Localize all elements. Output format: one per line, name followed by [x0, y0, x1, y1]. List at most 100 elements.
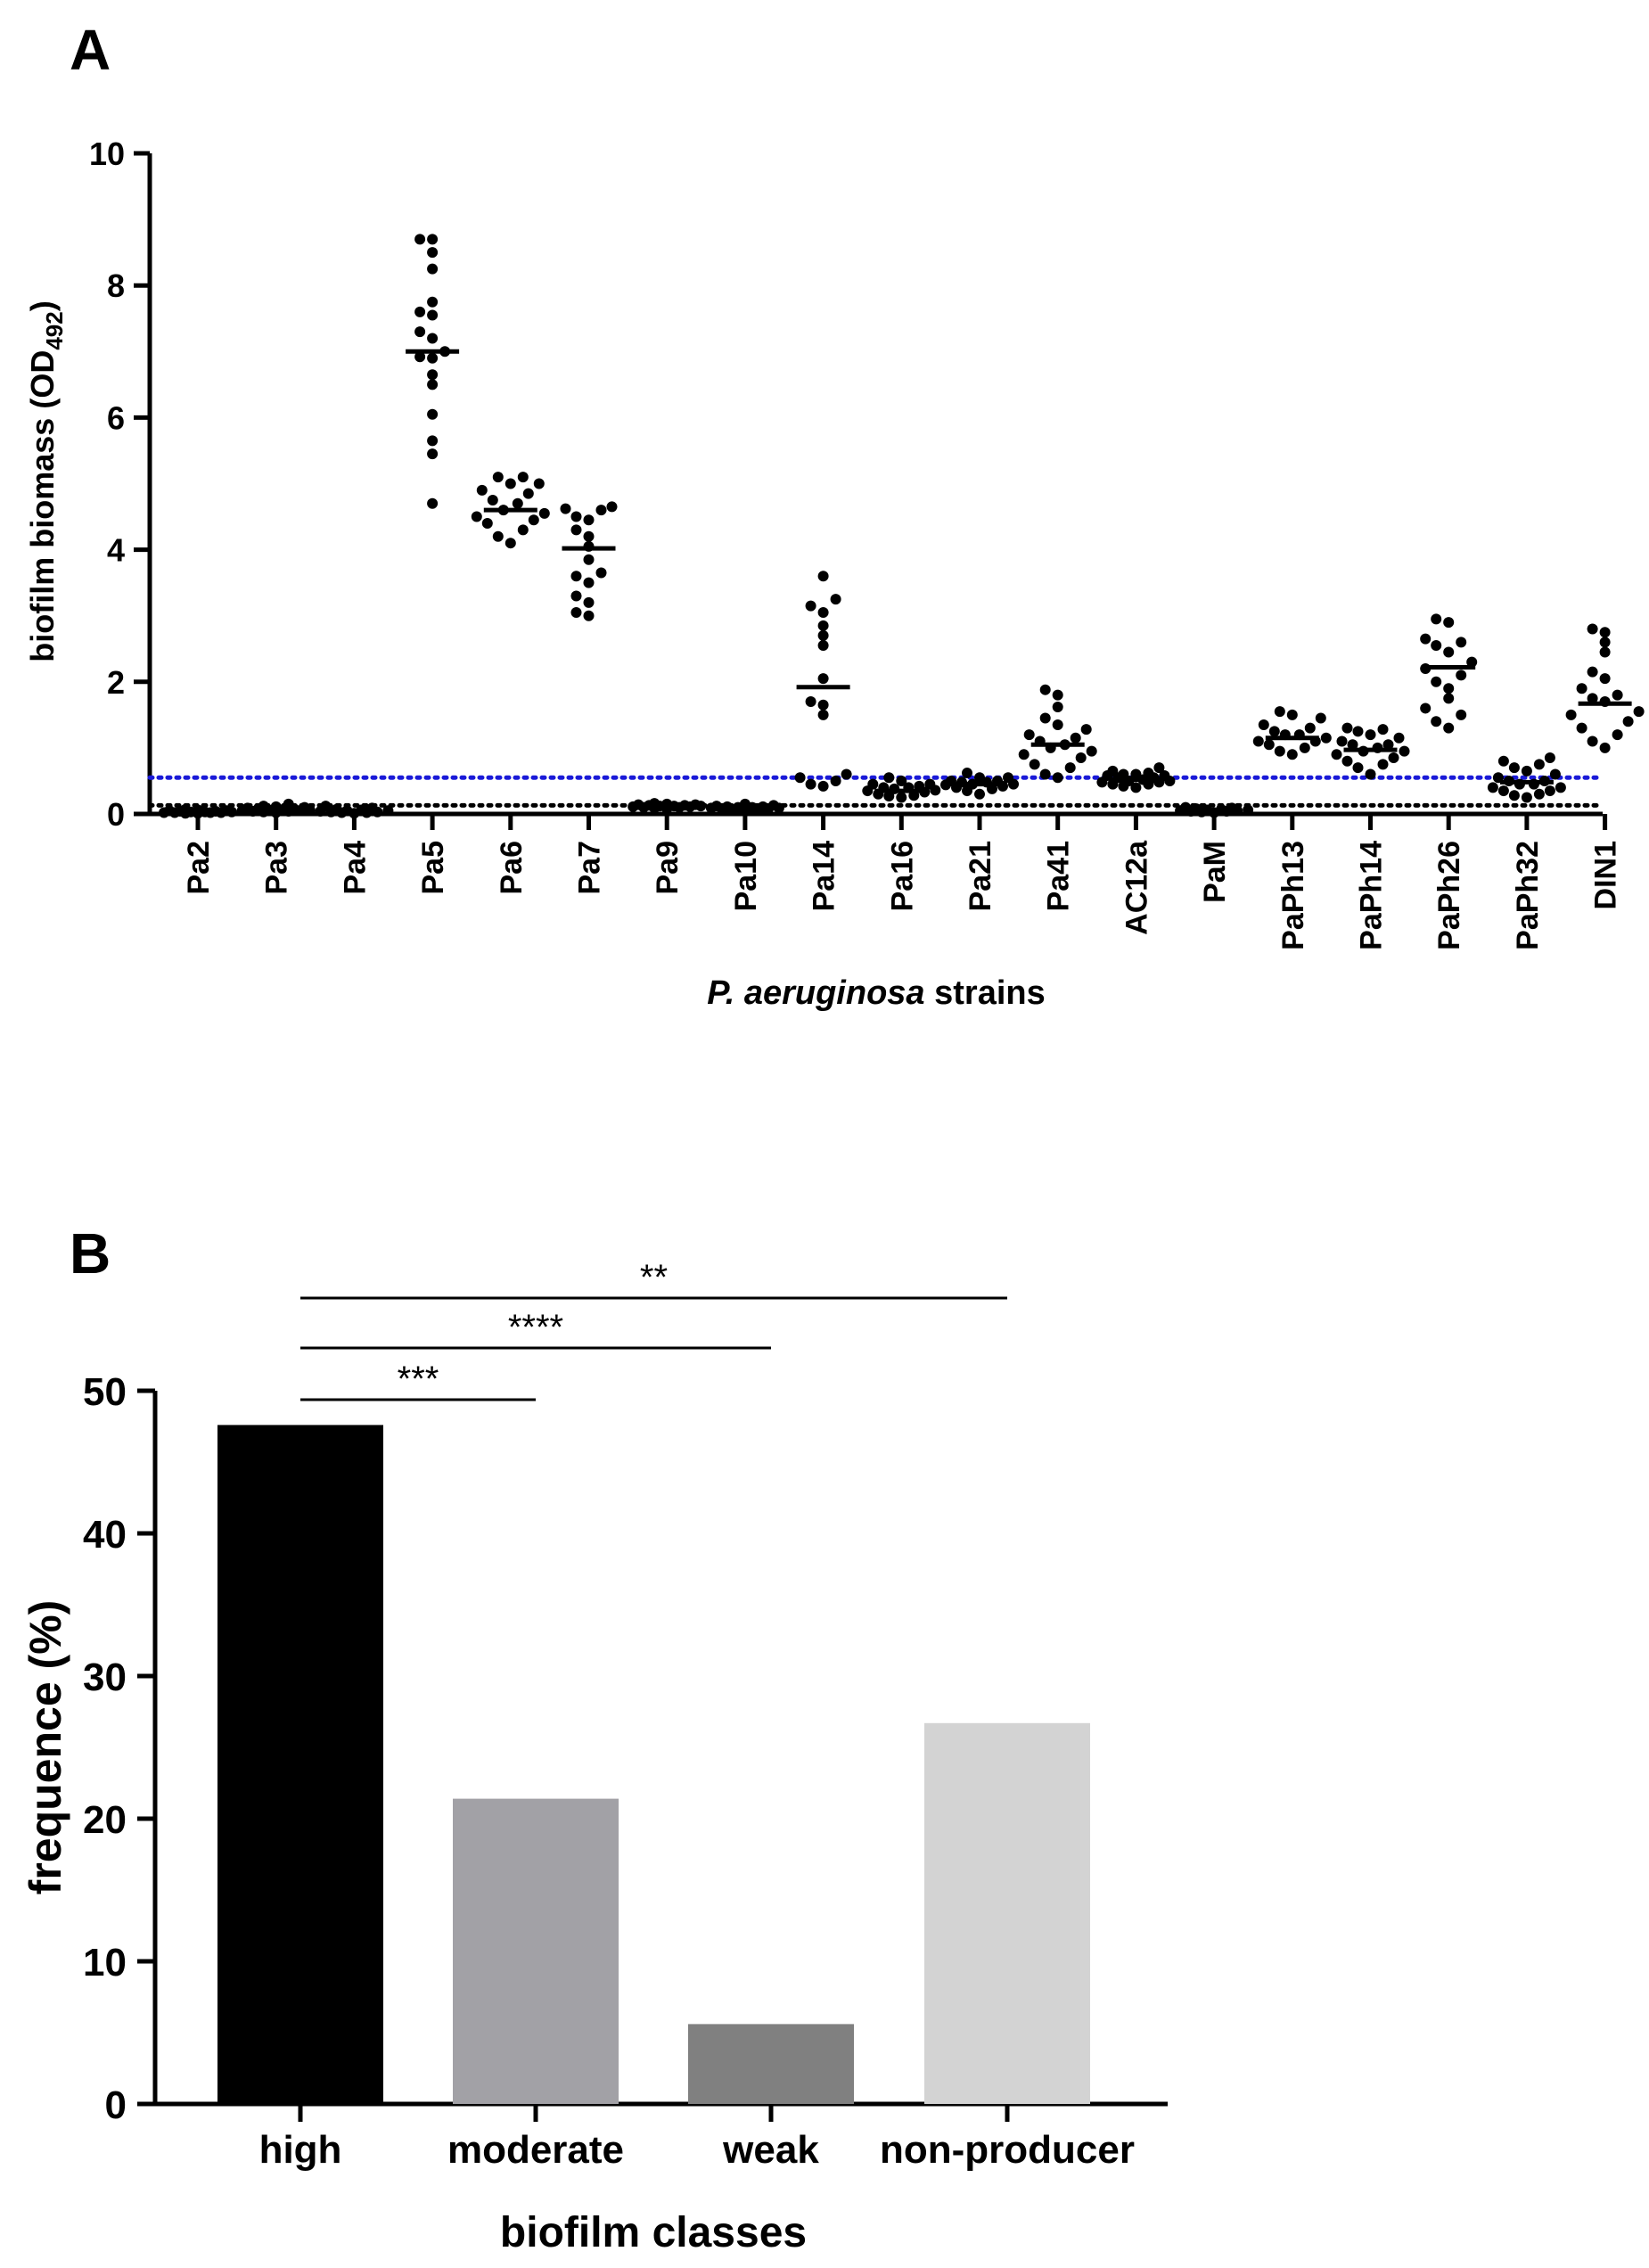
data-point-Pa14 [830, 594, 841, 605]
data-point-Pa5 [414, 234, 426, 245]
data-point-PaPh13 [1252, 735, 1264, 747]
data-point-DIN1 [1576, 683, 1587, 694]
data-point-Pa21 [962, 768, 972, 779]
data-point-AC12a [1107, 765, 1119, 777]
data-point-Pa7 [583, 554, 595, 565]
data-point-PaPh14 [1352, 762, 1364, 774]
data-point-Pa7 [570, 571, 582, 582]
data-point-Pa5 [427, 333, 439, 344]
data-point-Pa7 [595, 567, 607, 579]
data-point-DIN1 [1599, 742, 1611, 753]
data-point-Pa5 [427, 497, 439, 509]
data-point-Pa41 [1075, 752, 1087, 764]
panel-a-x-ticks: Pa2 Pa3 Pa4 Pa5 Pa6 Pa7 Pa9 Pa10 Pa14 Pa16 Pa21 Pa4… [182, 814, 1623, 950]
bar-weak [688, 2024, 854, 2104]
x-tick-label: Pa16 [885, 841, 919, 911]
data-point-Pa5 [427, 296, 439, 308]
data-point-Pa5 [414, 351, 426, 363]
data-point-Pa14 [817, 620, 829, 631]
data-point-Pa5 [427, 263, 439, 275]
data-point-Pa14 [817, 673, 829, 685]
data-point-PaPh26 [1443, 646, 1455, 658]
data-point-PaPh13 [1258, 719, 1269, 730]
data-point-PaPh26 [1431, 613, 1442, 625]
significance-label: ** [640, 1258, 668, 1297]
data-point-DIN1 [1576, 722, 1587, 734]
data-point-PaPh26 [1456, 637, 1467, 648]
data-point-PaPh14 [1365, 729, 1376, 741]
data-point-Pa41 [1052, 772, 1063, 784]
data-point-PaPh32 [1508, 790, 1520, 801]
bar-non-producer [924, 1722, 1090, 2104]
panel-b-bars [217, 1425, 1090, 2104]
data-point-DIN1 [1587, 693, 1598, 704]
x-tick-label: PaPh14 [1355, 841, 1389, 950]
data-point-Pa14 [817, 640, 829, 652]
significance-label: *** [398, 1360, 439, 1399]
data-point-Pa6 [512, 497, 523, 509]
data-point-Pa16 [896, 792, 907, 803]
data-point-AC12a [1130, 768, 1142, 780]
data-point-Pa6 [505, 538, 516, 549]
x-tick-label: Pa9 [651, 841, 685, 895]
y-tick-label: 4 [107, 532, 125, 569]
data-point-PaPh32 [1508, 762, 1520, 774]
data-point-Pa14 [805, 696, 816, 708]
data-point-Pa7 [595, 505, 607, 516]
data-point-Pa7 [570, 606, 582, 618]
data-point-Pa14 [817, 709, 829, 720]
data-point-PaPh13 [1304, 722, 1316, 734]
y-tick-label: 30 [83, 1656, 127, 1699]
panel-a-y-axis-label: biofilm biomass (OD492) [24, 300, 68, 662]
data-point-Pa5 [427, 234, 439, 245]
data-point-Pa7 [583, 596, 595, 608]
y-tick-label: 6 [107, 399, 125, 436]
x-tick-label: Pa10 [729, 841, 763, 911]
x-tick-label: PaPh13 [1276, 841, 1310, 950]
data-point-PaPh13 [1274, 706, 1285, 718]
data-point-Pa3 [283, 798, 294, 809]
data-point-PaPh32 [1544, 785, 1555, 797]
data-point-Pa5 [427, 435, 439, 447]
data-point-Pa16 [867, 778, 879, 790]
y-tick-label: 0 [105, 2083, 127, 2127]
x-tick-label: Pa6 [495, 841, 529, 895]
significance-label: **** [508, 1308, 563, 1347]
y-tick-label: 10 [89, 136, 125, 172]
data-point-DIN1 [1599, 646, 1611, 658]
x-tick-label: PaPh32 [1511, 841, 1545, 950]
data-point-Pa7 [606, 501, 618, 513]
x-tick-label: Pa4 [338, 841, 372, 895]
data-point-PaPh13 [1299, 742, 1310, 753]
data-point-Pa41 [1052, 719, 1063, 730]
data-point-AC12a [1153, 762, 1165, 774]
data-point-PaPh13 [1315, 712, 1326, 724]
data-point-PaPh14 [1377, 724, 1389, 735]
data-point-PaPh26 [1420, 633, 1432, 645]
data-point-Pa6 [481, 517, 493, 529]
data-point-Pa14 [794, 772, 806, 784]
panel-b: B 0 10 20 30 40 50 high moderate weak non-produc… [21, 1221, 1168, 2256]
panel-a-y-ticks: 0 2 4 6 8 10 [89, 136, 150, 833]
panel-a-x-axis-label: P. aeruginosa strains [707, 974, 1045, 1012]
panel-b-x-axis-label: biofilm classes [500, 2209, 807, 2256]
panel-b-y-ticks: 0 10 20 30 40 50 [83, 1370, 155, 2127]
data-point-Pa7 [570, 511, 582, 522]
data-point-DIN1 [1587, 623, 1598, 635]
data-point-Pa16 [883, 772, 895, 784]
data-point-DIN1 [1565, 709, 1577, 720]
data-point-Pa6 [505, 478, 516, 489]
x-tick-label: PaPh26 [1432, 841, 1466, 950]
data-point-Pa7 [570, 590, 582, 602]
data-point-Pa41 [1080, 724, 1092, 735]
data-point-PaPh14 [1365, 768, 1376, 780]
data-point-PaPh14 [1388, 752, 1399, 764]
data-point-PaPh32 [1497, 755, 1509, 767]
data-point-Pa16 [924, 778, 936, 790]
data-point-Pa16 [896, 775, 907, 786]
data-point-AC12a [1143, 768, 1154, 779]
data-point-PaPh14 [1347, 739, 1358, 751]
data-point-PaPh13 [1320, 732, 1332, 744]
